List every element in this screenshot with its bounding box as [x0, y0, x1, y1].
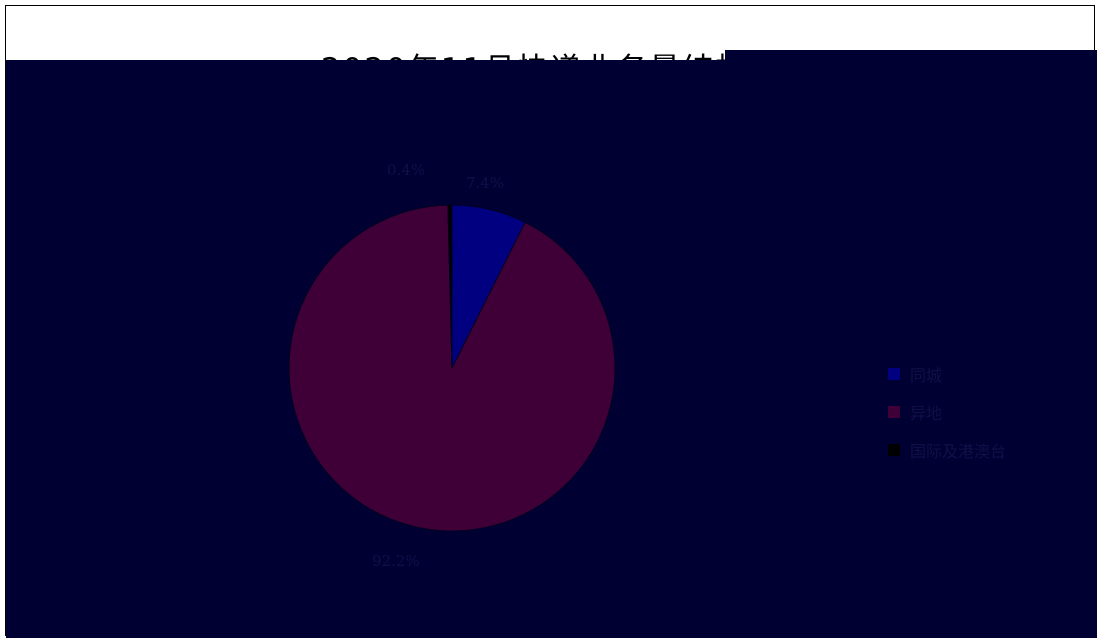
legend-label-international: 国际及港澳台 — [910, 442, 1007, 461]
legend-swatch-international — [888, 444, 900, 456]
legend-item-nonlocal: 异地 — [888, 393, 1006, 431]
pie-slice-nonlocal — [288, 204, 616, 532]
legend-label-local: 同城 — [910, 366, 943, 385]
data-label-local: 7.4% — [466, 174, 505, 192]
legend-item-local: 同城 — [888, 355, 1006, 393]
legend-swatch-nonlocal — [888, 406, 900, 418]
legend-item-international: 国际及港澳台 — [888, 431, 1006, 469]
data-label-nonlocal: 92.2% — [372, 552, 420, 570]
chart-legend: 同城 异地 国际及港澳台 — [888, 355, 1006, 469]
data-label-international: 0.4% — [387, 161, 426, 179]
legend-label-nonlocal: 异地 — [910, 404, 943, 423]
pie-slice-international — [447, 204, 453, 369]
legend-swatch-local — [888, 368, 900, 380]
overlay-panel-top — [725, 50, 1097, 62]
